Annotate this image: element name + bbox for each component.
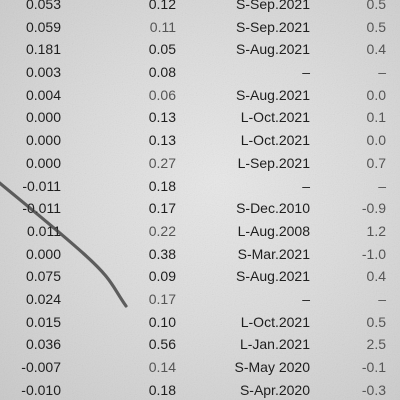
table-row: -0.007 0.14 S-May 2020 -0.1 xyxy=(0,356,400,379)
table-cell-c2: 0.18 xyxy=(148,381,176,398)
table-cell-c3: L-Jan.2021 xyxy=(239,336,310,353)
table-cell-c4: 0.0 xyxy=(366,132,386,149)
table-cell-c4: 0.5 xyxy=(366,0,386,12)
table-cell-c4: – xyxy=(378,290,386,307)
table-cell-c2: 0.11 xyxy=(149,18,176,35)
table-cell-c3: S-Aug.2021 xyxy=(236,86,310,103)
table-cell-c4: 0.1 xyxy=(366,109,386,126)
table-row: -0.010 0.18 S-Apr.2020 -0.3 xyxy=(0,379,400,400)
table-cell-c4: -0.3 xyxy=(361,381,386,398)
table-cell-c4: 0.5 xyxy=(366,18,386,35)
table-cell-c4: – xyxy=(378,177,386,194)
table-cell-c4: 0.0 xyxy=(366,86,386,103)
table-cell-c2: 0.08 xyxy=(148,64,176,81)
table-cell-c3: S-Sep.2021 xyxy=(236,18,310,35)
table-cell-c4: -0.9 xyxy=(361,200,386,217)
table-row: 0.036 0.56 L-Jan.2021 2.5 xyxy=(0,333,400,356)
table-cell-c4: 2.5 xyxy=(366,336,386,353)
table-cell-c2: 0.10 xyxy=(148,313,176,330)
table-cell-c2: 0.56 xyxy=(148,336,176,353)
table-cell-c3: L-Oct.2021 xyxy=(240,109,310,126)
table-row: 0.181 0.05 S-Aug.2021 0.4 xyxy=(0,38,400,61)
table-cell-c4: 1.2 xyxy=(366,222,386,239)
table-row: 0.024 0.17 – – xyxy=(0,288,400,311)
table-cell-c2: 0.27 xyxy=(148,154,176,171)
table-cell-c1: -0.011 xyxy=(22,200,61,217)
table-cell-c2: 0.18 xyxy=(148,177,176,194)
table-row: 0.015 0.10 L-Oct.2021 0.5 xyxy=(0,311,400,334)
table-cell-c3: L-Sep.2021 xyxy=(237,154,310,171)
table-cell-c1: 0.059 xyxy=(25,18,61,35)
table-cell-c4: -0.1 xyxy=(361,359,386,375)
table-cell-c1: 0.000 xyxy=(25,132,61,149)
table-cell-c4: 0.5 xyxy=(366,313,386,330)
table-cell-c3: – xyxy=(302,290,310,307)
table-cell-c3: S-Dec.2010 xyxy=(236,200,310,217)
table-cell-c3: – xyxy=(302,64,310,81)
table-row: 0.000 0.38 S-Mar.2021 -1.0 xyxy=(0,243,400,266)
table-row: 0.011 0.22 L-Aug.2008 1.2 xyxy=(0,220,400,243)
table-row: 0.004 0.06 S-Aug.2021 0.0 xyxy=(0,84,400,107)
table-cell-c1: 0.181 xyxy=(25,41,61,58)
table-cell-c1: -0.007 xyxy=(21,359,61,375)
table-cell-c3: L-Oct.2021 xyxy=(240,313,310,330)
table-cell-c1: 0.003 xyxy=(25,64,61,81)
table-cell-c2: 0.17 xyxy=(148,290,176,307)
table-row: -0.011 0.18 – – xyxy=(0,175,400,198)
table-cell-c3: S-Mar.2021 xyxy=(237,245,310,262)
table-cell-c3: – xyxy=(302,177,310,194)
table-cell-c1: 0.036 xyxy=(25,336,61,353)
table-cell-c1: 0.011 xyxy=(27,222,61,239)
table-cell-c3: S-Aug.2021 xyxy=(236,268,310,285)
table-row: 0.059 0.11 S-Sep.2021 0.5 xyxy=(0,16,400,39)
table-cell-c1: -0.010 xyxy=(21,381,61,398)
table-cell-c4: -1.0 xyxy=(361,245,386,262)
table-row: 0.053 0.12 S-Sep.2021 0.5 xyxy=(0,0,400,16)
table-cell-c2: 0.14 xyxy=(148,359,176,375)
table-cell-c1: 0.000 xyxy=(25,109,61,126)
table-cell-c2: 0.22 xyxy=(148,222,176,239)
table-cell-c2: 0.05 xyxy=(148,41,176,58)
table-cell-c1: 0.004 xyxy=(25,86,61,103)
table-cell-c2: 0.12 xyxy=(148,0,176,12)
table-cell-c1: -0.011 xyxy=(22,177,61,194)
table-cell-c1: 0.075 xyxy=(25,268,61,285)
table-cell-c2: 0.17 xyxy=(148,200,176,217)
table-cell-c2: 0.13 xyxy=(148,132,176,149)
table-row: 0.075 0.09 S-Aug.2021 0.4 xyxy=(0,265,400,288)
table-cell-c3: S-Apr.2020 xyxy=(239,381,310,398)
table-row: 0.000 0.13 L-Oct.2021 0.1 xyxy=(0,106,400,129)
table-row: 0.000 0.13 L-Oct.2021 0.0 xyxy=(0,129,400,152)
table-row: 0.003 0.08 – – xyxy=(0,61,400,84)
table-cell-c1: 0.053 xyxy=(25,0,61,12)
table-cell-c4: 0.7 xyxy=(366,154,386,171)
table-cell-c3: L-Aug.2008 xyxy=(237,222,310,239)
table-cell-c2: 0.09 xyxy=(148,268,176,285)
table-cell-c3: S-May 2020 xyxy=(234,359,310,375)
table-cell-c3: L-Oct.2021 xyxy=(240,132,310,149)
table-cell-c3: S-Aug.2021 xyxy=(236,41,310,58)
table-cell-c1: 0.015 xyxy=(25,313,61,330)
table-cell-c4: – xyxy=(378,64,386,81)
table-cell-c2: 0.38 xyxy=(148,245,176,262)
table-cell-c1: 0.000 xyxy=(25,245,61,262)
table-cell-c4: 0.4 xyxy=(366,268,386,285)
table-cell-c3: S-Sep.2021 xyxy=(236,0,310,12)
table-row: -0.011 0.17 S-Dec.2010 -0.9 xyxy=(0,197,400,220)
table-cell-c1: 0.000 xyxy=(25,154,61,171)
table-cell-c2: 0.13 xyxy=(148,109,176,126)
table-cell-c1: 0.024 xyxy=(25,290,61,307)
table-cell-c4: 0.4 xyxy=(366,41,386,58)
table-cell-c2: 0.06 xyxy=(148,86,176,103)
table-row: 0.000 0.27 L-Sep.2021 0.7 xyxy=(0,152,400,175)
